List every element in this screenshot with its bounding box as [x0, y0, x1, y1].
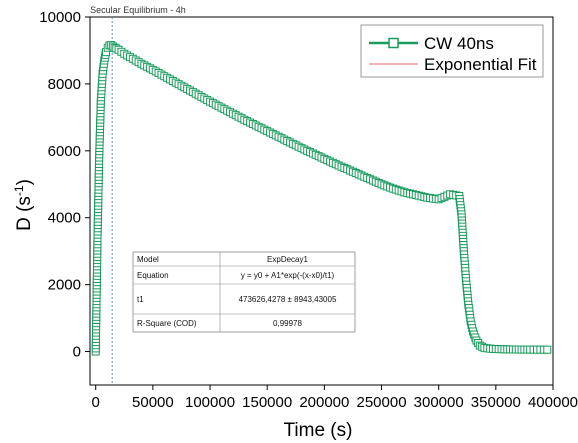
- legend-label-fit: Exponential Fit: [424, 55, 537, 74]
- y-tick-label: 2000: [48, 277, 81, 294]
- y-tick-label: 0: [73, 344, 81, 361]
- y-tick-label: 10000: [39, 9, 81, 26]
- fit-table-frame: [132, 251, 356, 333]
- x-tick-label: 150000: [242, 394, 292, 411]
- fit-table-label: Model: [137, 255, 159, 264]
- legend-box: [360, 24, 544, 78]
- x-tick-label: 400000: [528, 394, 578, 411]
- plot-area: [89, 16, 554, 386]
- secular-equilibrium-label: Secular Equilibrium - 4h: [90, 5, 186, 15]
- fit-table-label: t1: [137, 295, 144, 304]
- y-axis: 0 2000 4000 6000 8000 10000: [39, 9, 90, 361]
- x-axis: 0 50000 100000 150000 200000 250000 300000 3500…: [92, 385, 578, 411]
- data-point: [543, 345, 552, 354]
- x-axis-title: Time (s): [284, 420, 353, 441]
- x-tick-label: 200000: [299, 394, 349, 411]
- fit-table-label: R-Square (COD): [137, 319, 197, 328]
- y-axis-title: D (s-1): [12, 179, 35, 231]
- x-tick-label: 300000: [414, 394, 464, 411]
- fit-table-label: Equation: [137, 271, 169, 280]
- series-cw-40ns: [91, 41, 552, 356]
- fit-results-table: Model ExpDecay1 Equation y = y0 + A1*exp(-(…: [132, 251, 356, 333]
- y-tick-label: 8000: [48, 76, 81, 93]
- legend-label-cw: CW 40ns: [424, 34, 494, 53]
- fit-table-value: 473626,4278 ± 8943,43005: [239, 295, 337, 304]
- fit-table-value: ExpDecay1: [267, 255, 308, 264]
- legend-marker-cw: [388, 37, 399, 49]
- fit-table-value: y = y0 + A1*exp(-(x-x0)/t1): [241, 271, 335, 280]
- x-tick-label: 0: [92, 394, 100, 411]
- x-tick-label: 350000: [471, 394, 521, 411]
- x-tick-label: 50000: [132, 394, 174, 411]
- fit-table-value: 0,99978: [273, 319, 302, 328]
- x-tick-label: 100000: [185, 394, 235, 411]
- legend: CW 40ns Exponential Fit: [360, 24, 544, 78]
- y-tick-label: 6000: [48, 143, 81, 160]
- x-tick-label: 250000: [356, 394, 406, 411]
- y-tick-label: 4000: [48, 210, 81, 227]
